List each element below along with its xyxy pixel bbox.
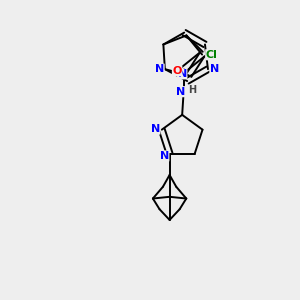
- Text: N: N: [160, 151, 169, 161]
- Text: N: N: [210, 64, 219, 74]
- Text: O: O: [172, 66, 182, 76]
- Text: N: N: [178, 69, 187, 79]
- Text: N: N: [151, 124, 160, 134]
- Text: H: H: [188, 85, 196, 95]
- Text: Cl: Cl: [206, 50, 218, 60]
- Text: N: N: [155, 64, 164, 74]
- Text: N: N: [176, 87, 185, 97]
